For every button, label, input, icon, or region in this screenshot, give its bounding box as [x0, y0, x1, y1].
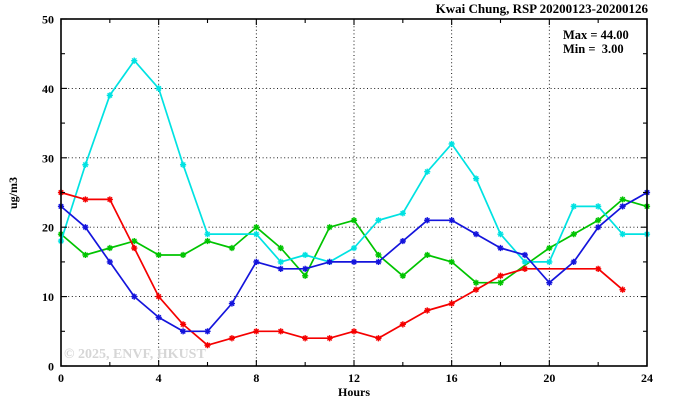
x-tick-label-16: 16	[446, 371, 458, 385]
y-tick-label-0: 0	[48, 360, 54, 374]
series-green-line	[60, 198, 648, 284]
x-tick-label-4: 4	[156, 371, 162, 385]
x-axis-label: Hours	[338, 385, 370, 399]
gridlines	[61, 19, 647, 366]
series-cyan-line	[60, 59, 647, 263]
y-tick-label-40: 40	[42, 82, 54, 96]
series-blue	[57, 189, 651, 335]
x-tick-label-12: 12	[348, 371, 360, 385]
series-cyan	[57, 57, 651, 265]
y-axis-label: ug/m3	[6, 177, 20, 209]
y-tick-label-20: 20	[42, 221, 54, 235]
series-blue-markers	[57, 189, 651, 335]
x-tick-label-24: 24	[641, 371, 653, 385]
series-red	[57, 189, 626, 349]
x-tick-label-0: 0	[58, 371, 64, 385]
y-tick-label-50: 50	[42, 13, 54, 27]
watermark: © 2025, ENVF, HKUST	[64, 347, 206, 362]
axis-ticks	[60, 18, 648, 367]
x-tick-label-8: 8	[253, 371, 259, 385]
y-tick-label-30: 30	[42, 151, 54, 165]
x-tick-label-20: 20	[543, 371, 555, 385]
tick-labels: 0 4 8 12 16 20 24 0 10 20 30 40 50	[42, 13, 653, 386]
chart-title: Kwai Chung, RSP 20200123-20200126	[436, 1, 649, 16]
min-annotation: Min = 3.00	[563, 42, 624, 56]
y-tick-label-10: 10	[42, 290, 54, 304]
series-red-line	[60, 191, 624, 347]
max-annotation: Max = 44.00	[563, 28, 629, 42]
